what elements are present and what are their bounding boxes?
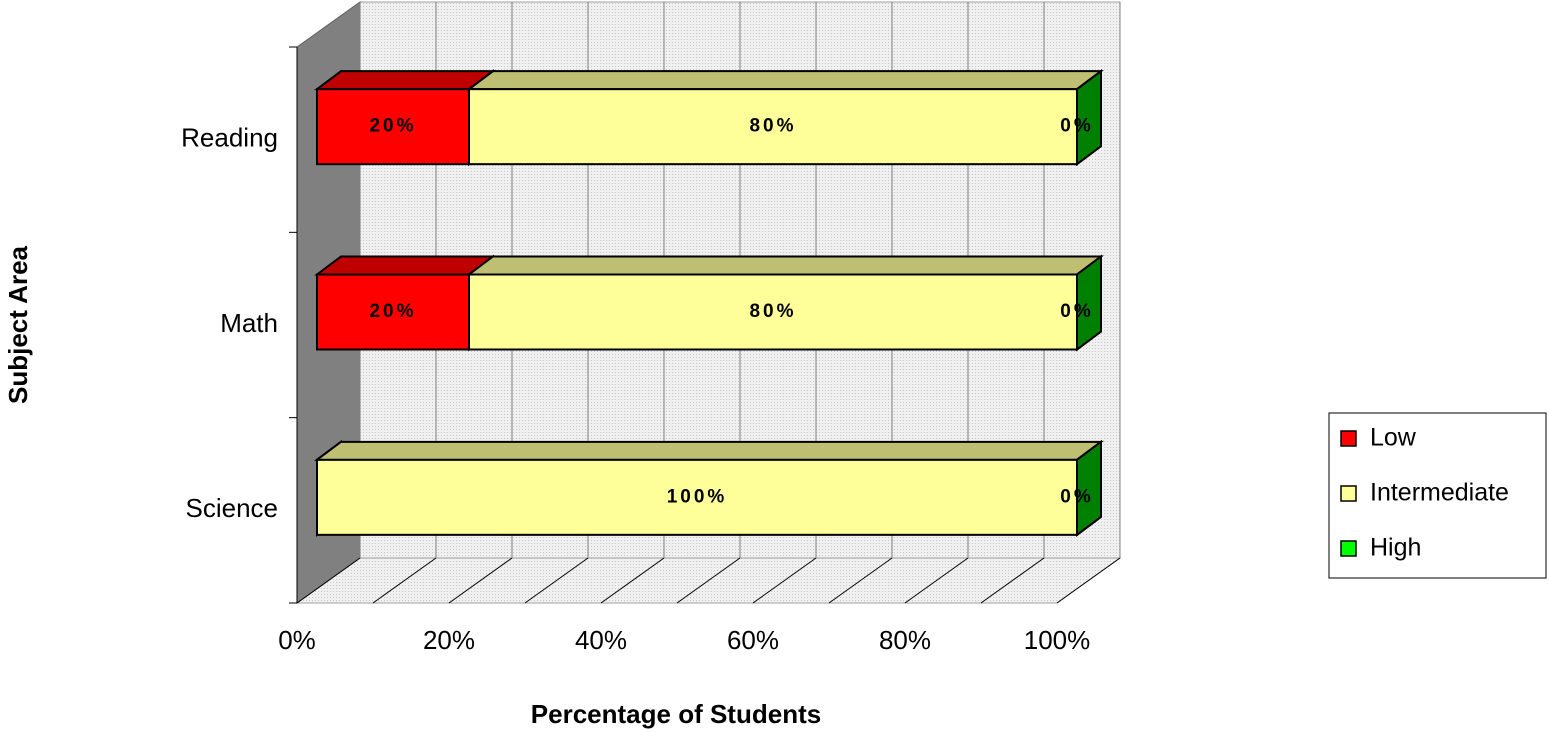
bar-top [314, 440, 1104, 461]
legend-swatch [1340, 540, 1357, 557]
grid-line [600, 557, 665, 604]
x-tick-label: 0% [278, 625, 316, 655]
grid-line [1056, 557, 1121, 604]
y-axis-title: Subject Area [3, 245, 33, 404]
bar-top [314, 70, 496, 91]
value-label: 0% [1060, 301, 1093, 322]
value-label: 20% [369, 116, 416, 137]
legend-label: High [1370, 534, 1421, 562]
value-label: 80% [749, 116, 796, 137]
x-tick-label: 20% [423, 625, 475, 655]
legend-swatch [1340, 485, 1357, 502]
legend-label: Intermediate [1370, 479, 1509, 507]
bar-end [1076, 439, 1102, 537]
bar-front [316, 88, 470, 166]
minor-grid-line [980, 557, 1045, 604]
x-tick-label: 40% [575, 625, 627, 655]
grid-line [448, 557, 513, 604]
value-label: 0% [1060, 116, 1093, 137]
x-tick-label: 80% [879, 625, 931, 655]
legend-label: Low [1370, 424, 1417, 452]
minor-grid-line [372, 557, 437, 604]
grid-line [752, 557, 817, 604]
grid-line [296, 557, 361, 604]
minor-grid-line [524, 557, 589, 604]
legend-box [1328, 412, 1547, 579]
grid-line [904, 557, 969, 604]
bar-top [466, 70, 1104, 91]
bar-front [468, 273, 1078, 351]
value-label: 100% [667, 486, 728, 507]
value-label: 20% [369, 301, 416, 322]
y-tick-label: Reading [181, 123, 278, 153]
bar-end [1076, 69, 1102, 167]
value-label: 80% [749, 301, 796, 322]
minor-grid-line [828, 557, 893, 604]
value-label: 0% [1060, 486, 1093, 507]
bar-top [314, 255, 496, 276]
legend-swatch [1340, 430, 1357, 447]
x-tick-label: 60% [727, 625, 779, 655]
minor-grid-line [676, 557, 741, 604]
y-tick-label: Science [186, 493, 279, 523]
x-axis-title: Percentage of Students [531, 699, 821, 729]
x-tick-label: 100% [1024, 625, 1091, 655]
bar-front [316, 273, 470, 351]
bar-segment [1076, 69, 1102, 167]
bar-end [1076, 254, 1102, 352]
bar-segment [1076, 439, 1102, 537]
bar-top [466, 255, 1104, 276]
y-tick-label: Math [220, 308, 278, 338]
bar-segment [1076, 254, 1102, 352]
